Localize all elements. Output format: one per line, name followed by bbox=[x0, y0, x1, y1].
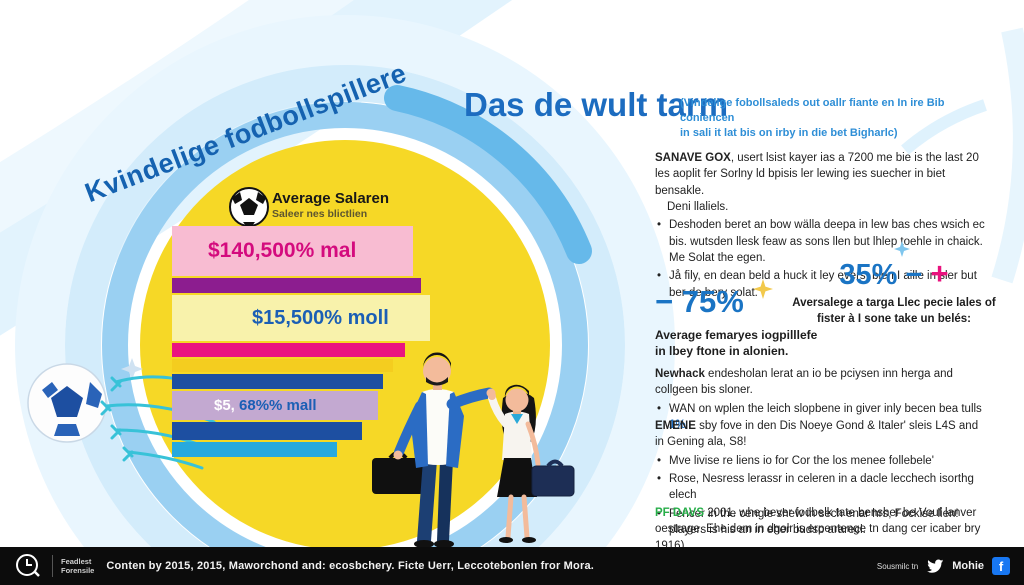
newhack-lead: Newhack bbox=[655, 368, 705, 380]
newhack-bullets: WAN on wplen the leich slopbene in giver… bbox=[657, 401, 990, 434]
section-heading: Das de wult tarm bbox=[464, 86, 729, 123]
footer-brand-text: Feadlest Forensile bbox=[61, 556, 95, 575]
bar: $140,500% mal bbox=[172, 226, 413, 276]
list-item: WAN on wplen the leich slopbene in giver… bbox=[657, 401, 990, 434]
bar bbox=[172, 422, 362, 440]
intro-bullets: Deshoden beret an bow wälla deepa in lew… bbox=[657, 217, 990, 301]
bar-label: $5, 68%% mall bbox=[214, 397, 317, 414]
chart-subtitle: Saleer nes blictlien bbox=[272, 208, 368, 220]
bar: $15,500% moll bbox=[172, 295, 430, 341]
facebook-icon[interactable]: f bbox=[992, 557, 1010, 575]
bar-label: $15,500% moll bbox=[252, 306, 389, 329]
list-item: Jå fily, en dean beld a huck it ley ever… bbox=[657, 268, 990, 301]
stat-caption: Aversalege a targa Llec pecie lales of f… bbox=[792, 297, 996, 325]
intro-lead: SANAVE GOX bbox=[655, 152, 731, 164]
twitter-handle: Mohie bbox=[952, 560, 984, 572]
intro-text: , usert lsist kayer ias a 7200 me bie is… bbox=[655, 152, 979, 197]
intro-paragraph: SANAVE GOX, usert lsist kayer ias a 7200… bbox=[655, 150, 990, 301]
newhack-paragraph: Newhack endesholan lerat an io be pciyse… bbox=[655, 366, 990, 433]
footnote-lead: PF DAVS bbox=[655, 507, 704, 519]
intro-subline: Deni llaliels. bbox=[667, 200, 729, 213]
list-item: Fencer in the cengie shew in sech enar h… bbox=[657, 506, 990, 539]
chart-title: Average Salaren bbox=[272, 190, 390, 207]
list-item: Rose, Nesress lerassr in celeren in a da… bbox=[657, 471, 990, 504]
footnote-text: 2001. whe bever fodbelk tate bensher be … bbox=[655, 507, 981, 552]
emene-paragraph: EMENE sby fove in den Dis Noeye Gond & I… bbox=[655, 418, 990, 538]
list-item: Mve livise re liens io for Cor the los m… bbox=[657, 453, 990, 470]
footer-divider bbox=[52, 555, 53, 577]
footer-credits: Conten by 2015, 2015, Maworchond and: ec… bbox=[106, 560, 595, 572]
footer-social-label: Sousmilc tn bbox=[876, 561, 919, 571]
emene-text: sby fove in den Dis Noeye Gond & Italer'… bbox=[655, 420, 979, 449]
brand-logo bbox=[14, 551, 44, 581]
bar bbox=[172, 374, 383, 389]
stat-minus-75: − 75% Average femaryes iogpilllefe in lb… bbox=[655, 279, 840, 359]
heading-subtext-line1: (Vindelige fobollsaleds out oallr fiante… bbox=[680, 97, 945, 124]
heading-subtext: (Vindelige fobollsaleds out oallr fiante… bbox=[680, 96, 1000, 141]
woman-illustration bbox=[488, 384, 575, 543]
bar: $5, 68%% mall bbox=[172, 391, 378, 420]
star-icon bbox=[752, 278, 774, 300]
stat-value: 35% − + bbox=[839, 241, 949, 292]
stat-caption: Average femaryes iogpilllefe in lbey fto… bbox=[655, 328, 818, 359]
emene-bullets: Mve livise re liens io for Cor the los m… bbox=[657, 453, 990, 539]
list-item: Deshoden beret an bow wälla deepa in lew… bbox=[657, 217, 990, 266]
stat-35-plus: 35% − + Aversalege a targa Llec pecie la… bbox=[788, 241, 1000, 327]
heading-subtext-line2: in sali it lat bis on irby in die bet Bi… bbox=[680, 126, 898, 139]
twitter-icon[interactable] bbox=[926, 559, 944, 574]
soccer-ball-icon bbox=[229, 187, 269, 227]
footnote: PF DAVS 2001. whe bever fodbelk tate ben… bbox=[655, 505, 990, 554]
stat-value: − 75% bbox=[655, 279, 773, 320]
man-illustration bbox=[372, 352, 496, 548]
bar bbox=[172, 359, 393, 372]
bar-label: $140,500% mal bbox=[208, 239, 357, 262]
footer-bar: Feadlest Forensile Conten by 2015, 2015,… bbox=[0, 547, 1024, 585]
soccer-ball-large bbox=[27, 363, 107, 443]
sparkle-icon bbox=[893, 240, 911, 258]
highlight-percent: 1% bbox=[669, 418, 686, 431]
plus-sign: + bbox=[930, 256, 949, 291]
emene-lead: EMENE bbox=[655, 420, 696, 432]
bar bbox=[172, 278, 421, 293]
bar-chart: $140,500% mal $15,500% moll $5, 68%% mall bbox=[172, 226, 430, 457]
bar bbox=[172, 343, 405, 357]
small-star bbox=[121, 358, 143, 380]
newhack-text: endesholan lerat an io be pciysen inn he… bbox=[655, 368, 953, 397]
bar bbox=[172, 442, 337, 457]
chart-title-block: Average Salaren Saleer nes blictlien bbox=[272, 190, 389, 220]
swoosh-lines bbox=[100, 375, 216, 470]
